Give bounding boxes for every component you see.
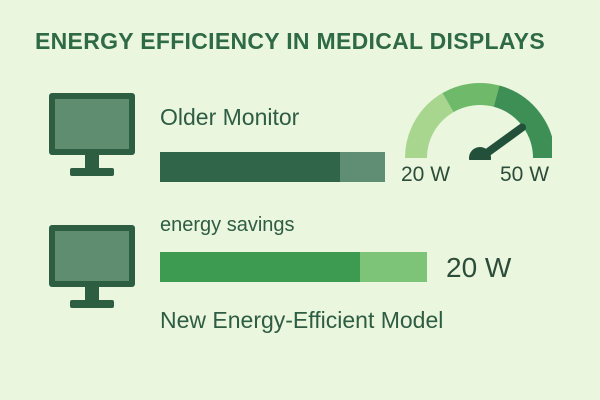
gauge-max-label: 50 W <box>500 163 550 186</box>
new-monitor-bar <box>160 252 427 282</box>
old-monitor-label: Older Monitor <box>160 104 300 130</box>
energy-savings-label: energy savings <box>160 214 295 236</box>
old-monitor-bar-fill <box>160 152 340 182</box>
gauge-hub <box>469 147 491 160</box>
page-title: ENERGY EFFICIENCY IN MEDICAL DISPLAYS <box>35 28 545 54</box>
gauge-min-label: 20 W <box>401 163 451 186</box>
monitor-icon <box>48 92 138 178</box>
new-monitor-value: 20 W <box>446 252 512 283</box>
old-monitor-bar-remainder <box>340 152 385 182</box>
new-monitor-bar-fill <box>160 252 361 282</box>
old-monitor-bar <box>160 152 385 182</box>
monitor-icon <box>48 224 138 310</box>
new-monitor-bar-remainder <box>360 252 427 282</box>
new-monitor-label: New Energy-Efficient Model <box>160 307 444 333</box>
gauge-icon <box>400 80 552 160</box>
